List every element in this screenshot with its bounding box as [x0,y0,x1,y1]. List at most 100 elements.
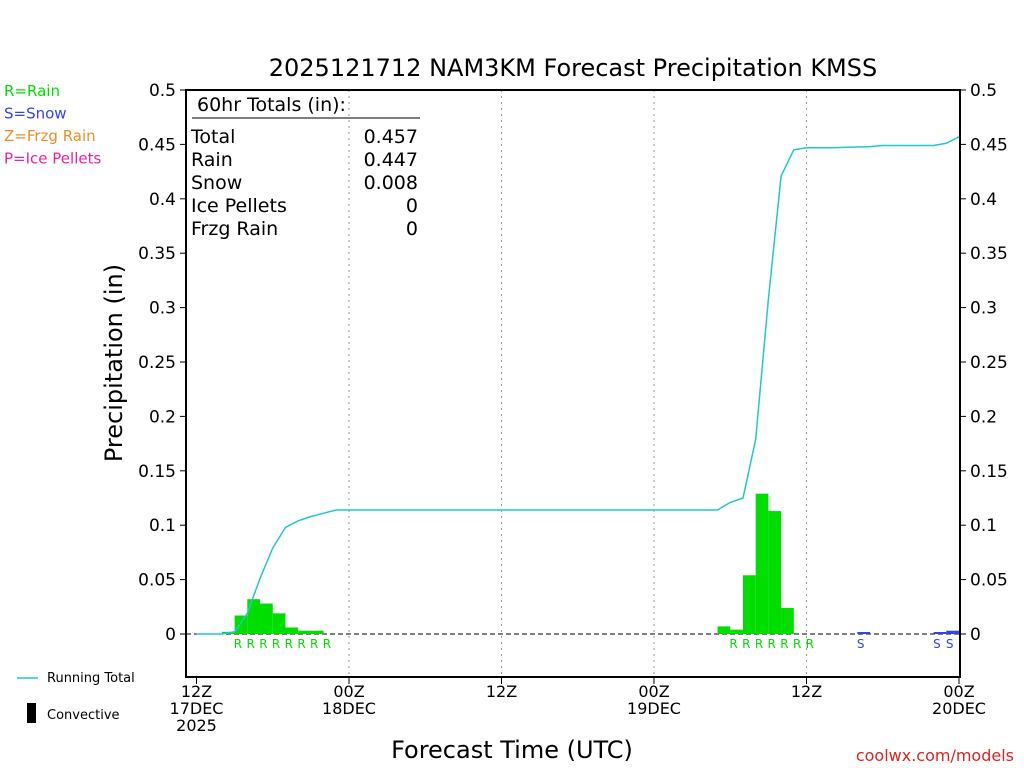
watermark: coolwx.com/models [856,746,1014,765]
x-tick-label: 19DEC [627,699,681,718]
y-tick-label: 0.5 [970,81,997,101]
x-tick-label: 00Z [333,682,364,701]
y-tick-label: 0.25 [970,353,1008,373]
y-tick-label: 0.5 [149,81,176,101]
totals-rows: Total 0.457 Rain 0.447 Snow 0.008 Ice Pellets 0… [190,126,418,240]
y-axis-label: Precipitation (in) [100,264,128,462]
x-axis-label: Forecast Time (UTC) [391,736,633,764]
precip-type-marker: R [272,637,280,651]
precip-bar [285,627,299,634]
precip-bars [221,493,959,634]
precip-bar [781,607,794,634]
precip-type-marker: S [946,637,954,651]
y-tick-label: 0.2 [970,407,997,427]
totals-row-label: Rain [191,149,233,171]
totals-heading: 60hr Totals (in): [197,94,346,116]
y-tick-label: 0.4 [149,190,176,210]
y-tick-label: 0.3 [149,299,176,319]
precip-type-marker: R [729,637,737,651]
precip-bar [298,630,311,634]
y-tick-label: 0.1 [970,516,997,536]
totals-row-label: Total [190,126,235,148]
precip-bar [247,599,261,634]
y-tick-label: 0 [970,625,981,645]
precip-bar [946,630,959,634]
precip-type-marker: R [323,637,331,651]
precip-bar [730,629,743,634]
y-tick-label: 0.3 [970,299,997,319]
totals-row-value: 0.447 [364,149,418,171]
precip-bar [234,615,248,634]
x-tick-label: 00Z [638,682,669,701]
precip-type-marker: R [780,637,788,651]
totals-row-value: 0 [406,195,418,217]
x-tick-label: 12Z [181,682,212,701]
legend-entry: Z=Frzg Rain [4,127,96,145]
totals-row-label: Ice Pellets [191,195,287,217]
chart-title: 2025121712 NAM3KM Forecast Precipitation… [269,54,877,82]
precip-bar [717,626,731,634]
y-tick-label: 0.45 [138,135,176,155]
y-tick-label: 0.15 [138,462,176,482]
plot-frame [185,89,961,678]
x-tick-label: 20DEC [932,699,986,718]
precip-type-marker: R [310,637,318,651]
precip-type-marker: R [755,637,763,651]
precip-type-marker: S [857,637,865,651]
legend-entry: P=Ice Pellets [4,150,101,168]
totals-row-label: Snow [191,172,242,194]
precip-bar [857,632,871,634]
precip-bar [310,630,324,634]
y-tick-label: 0.35 [970,244,1008,264]
precip-type-marker: R [297,637,305,651]
running-total-line [196,136,960,635]
running-total-label: Running Total [47,671,135,686]
x-tick-label: 00Z [943,682,974,701]
y-tick-label: 0.2 [149,407,176,427]
precip-type-marker: R [742,637,750,651]
totals-row-value: 0.008 [364,172,418,194]
x-tick-label: 12Z [486,682,517,701]
precip-bar [272,613,286,634]
precip-bar [260,603,273,634]
precip-type-marker: S [933,637,941,651]
vertical-grid [348,90,807,677]
legend-entry: R=Rain [4,82,60,100]
precip-type-marker: R [259,637,267,651]
y-axis-right: 0 0.05 0.1 0.15 0.2 0.25 0.3 0.35 0.4 0.45 0.5 [960,81,1008,645]
x-tick-label: 17DEC [170,699,224,718]
precip-bar [742,575,756,634]
precip-type-marker: R [234,637,242,651]
y-tick-label: 0.35 [138,244,176,264]
y-tick-label: 0.05 [970,571,1008,591]
totals-row-value: 0.457 [364,126,418,148]
y-tick-label: 0.15 [970,462,1008,482]
x-tick-label: 18DEC [322,699,376,718]
precip-bar [768,511,782,634]
y-tick-label: 0.45 [970,135,1008,155]
y-axis-left: 0 0.05 0.1 0.15 0.2 0.25 0.3 0.35 0.4 0.45 0.5 [138,81,186,645]
precip-type-legend: R=Rain S=Snow Z=Frzg Rain P=Ice Pellets [4,82,101,168]
totals-box: 60hr Totals (in): Total 0.457 Rain 0.447 Sno… [190,94,420,240]
totals-row-label: Frzg Rain [191,218,278,240]
precip-bar [933,632,947,634]
precip-type-marker: R [793,637,801,651]
x-tick-label: 12Z [791,682,822,701]
convective-label: Convective [47,708,120,723]
y-tick-label: 0.4 [970,190,997,210]
precip-type-marker: R [806,637,814,651]
y-tick-label: 0 [165,625,176,645]
precip-type-marker: R [247,637,255,651]
y-tick-label: 0.25 [138,353,176,373]
legend-entry: S=Snow [4,105,67,123]
x-tick-label: 2025 [176,716,217,735]
bottom-legend: Running Total Convective [17,671,135,723]
precip-bar [755,493,769,634]
precip-type-marker: R [768,637,776,651]
y-tick-label: 0.05 [138,571,176,591]
totals-row-value: 0 [406,218,418,240]
precip-type-marker: R [285,637,293,651]
